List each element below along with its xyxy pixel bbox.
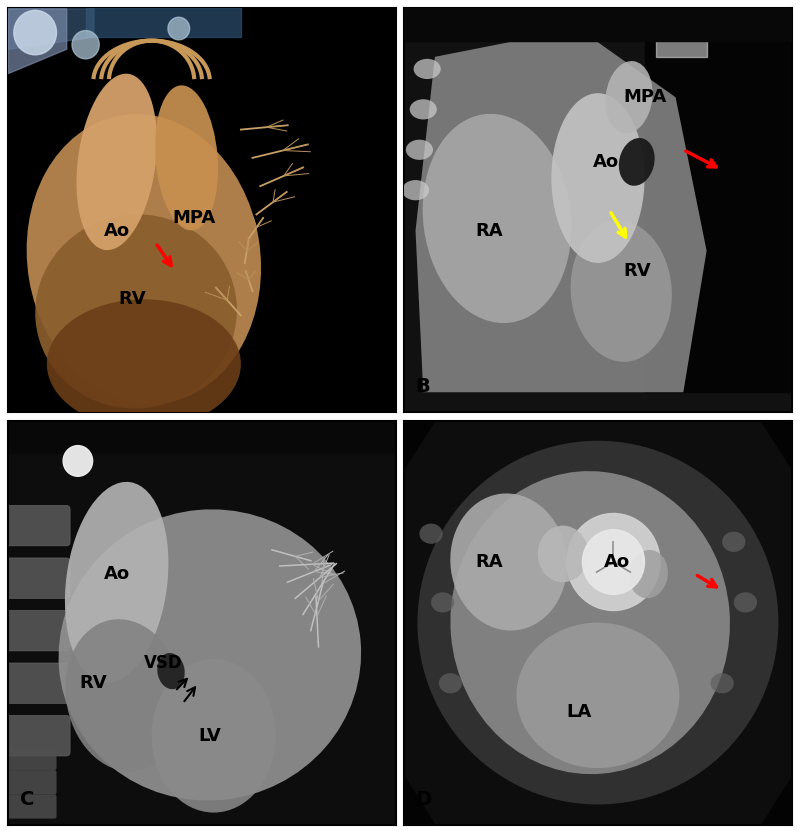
Ellipse shape — [710, 673, 734, 693]
Ellipse shape — [517, 622, 679, 768]
Text: LV: LV — [198, 726, 221, 745]
Text: RA: RA — [475, 222, 503, 240]
Ellipse shape — [155, 85, 218, 231]
Ellipse shape — [47, 299, 241, 429]
Ellipse shape — [606, 61, 653, 133]
Text: RV: RV — [623, 262, 650, 280]
Text: MPA: MPA — [173, 209, 216, 227]
Text: RV: RV — [118, 291, 146, 308]
Polygon shape — [8, 421, 396, 453]
Circle shape — [567, 513, 660, 611]
Ellipse shape — [35, 214, 237, 408]
FancyBboxPatch shape — [6, 746, 57, 771]
Ellipse shape — [734, 592, 757, 612]
Ellipse shape — [570, 221, 672, 362]
Ellipse shape — [58, 509, 361, 801]
Text: A: A — [20, 377, 34, 397]
Ellipse shape — [406, 140, 433, 160]
Polygon shape — [404, 776, 435, 825]
Polygon shape — [404, 421, 792, 825]
Text: Ao: Ao — [104, 222, 130, 240]
Text: Ao: Ao — [604, 553, 630, 571]
Ellipse shape — [414, 59, 441, 79]
Ellipse shape — [158, 653, 185, 689]
Polygon shape — [761, 421, 792, 469]
Polygon shape — [404, 8, 792, 41]
Ellipse shape — [450, 493, 567, 631]
Circle shape — [63, 446, 93, 476]
Polygon shape — [656, 21, 706, 57]
Ellipse shape — [422, 114, 571, 323]
Text: MPA: MPA — [623, 88, 666, 107]
Ellipse shape — [26, 114, 261, 404]
Text: Ao: Ao — [104, 565, 130, 583]
Ellipse shape — [450, 471, 730, 774]
Ellipse shape — [619, 138, 654, 186]
Text: RA: RA — [475, 553, 503, 571]
Polygon shape — [404, 421, 435, 469]
FancyBboxPatch shape — [4, 611, 70, 651]
Polygon shape — [404, 8, 792, 412]
Ellipse shape — [538, 526, 588, 582]
Polygon shape — [415, 28, 706, 392]
Polygon shape — [8, 421, 396, 825]
Circle shape — [72, 31, 99, 59]
Text: RV: RV — [79, 674, 107, 692]
Ellipse shape — [66, 619, 183, 771]
Ellipse shape — [402, 180, 429, 200]
Polygon shape — [8, 8, 396, 412]
Polygon shape — [645, 28, 792, 392]
Ellipse shape — [77, 73, 157, 250]
Ellipse shape — [722, 531, 746, 552]
Text: VSD: VSD — [144, 654, 182, 672]
Circle shape — [168, 17, 190, 40]
Text: LA: LA — [566, 702, 591, 721]
Ellipse shape — [418, 441, 778, 805]
Text: C: C — [20, 790, 34, 809]
Ellipse shape — [431, 592, 454, 612]
Ellipse shape — [439, 673, 462, 693]
FancyBboxPatch shape — [4, 716, 70, 756]
Text: B: B — [415, 377, 430, 397]
Ellipse shape — [152, 659, 276, 812]
FancyBboxPatch shape — [6, 795, 57, 819]
Ellipse shape — [419, 524, 442, 544]
Text: Ao: Ao — [593, 153, 618, 171]
FancyBboxPatch shape — [4, 558, 70, 598]
Ellipse shape — [551, 93, 645, 263]
FancyBboxPatch shape — [4, 663, 70, 703]
FancyBboxPatch shape — [4, 506, 70, 546]
Polygon shape — [761, 776, 792, 825]
Circle shape — [14, 10, 57, 55]
Ellipse shape — [410, 99, 437, 119]
Circle shape — [582, 530, 645, 594]
Ellipse shape — [629, 550, 668, 598]
Text: D: D — [415, 790, 432, 809]
Ellipse shape — [65, 481, 169, 682]
FancyBboxPatch shape — [6, 771, 57, 795]
